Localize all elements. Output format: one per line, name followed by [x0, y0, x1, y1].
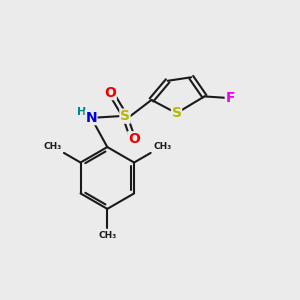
Text: N: N	[85, 111, 97, 124]
Text: S: S	[172, 106, 182, 120]
Text: O: O	[104, 85, 116, 100]
Text: CH₃: CH₃	[98, 231, 116, 240]
Text: O: O	[128, 132, 140, 146]
Text: F: F	[225, 91, 235, 105]
Text: CH₃: CH₃	[153, 142, 171, 151]
Text: S: S	[120, 109, 130, 123]
Text: CH₃: CH₃	[44, 142, 62, 151]
Text: H: H	[77, 107, 86, 117]
